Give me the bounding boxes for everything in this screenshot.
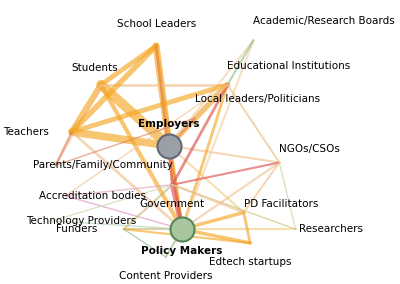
Text: Parents/Family/Community: Parents/Family/Community — [33, 160, 173, 170]
Point — [179, 227, 185, 231]
Text: Content Providers: Content Providers — [119, 271, 213, 281]
Point — [166, 144, 172, 148]
Text: Researchers: Researchers — [299, 224, 363, 234]
Text: Funders: Funders — [56, 224, 98, 234]
Text: Students: Students — [72, 63, 118, 73]
Text: Policy Makers: Policy Makers — [141, 246, 223, 256]
Text: Government: Government — [140, 199, 205, 209]
Text: Technology Providers: Technology Providers — [26, 216, 137, 226]
Text: Teachers: Teachers — [3, 127, 49, 137]
Text: Edtech startups: Edtech startups — [209, 257, 292, 267]
Text: Local leaders/Politicians: Local leaders/Politicians — [195, 94, 320, 104]
Text: PD Facilitators: PD Facilitators — [244, 199, 318, 209]
Text: Employers: Employers — [138, 119, 200, 129]
Text: Educational Institutions: Educational Institutions — [228, 61, 351, 71]
Text: Accreditation bodies: Accreditation bodies — [39, 191, 146, 201]
Text: NGOs/CSOs: NGOs/CSOs — [279, 144, 340, 154]
Text: Academic/Research Boards: Academic/Research Boards — [254, 16, 395, 26]
Text: School Leaders: School Leaders — [116, 19, 196, 29]
